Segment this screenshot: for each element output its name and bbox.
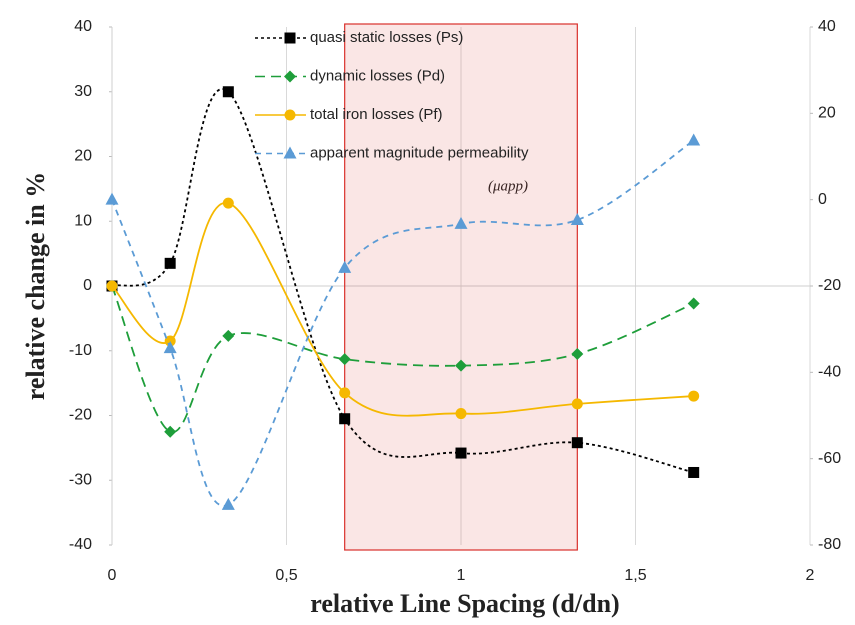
highlight-region [344, 23, 578, 551]
y2-tick-label: -40 [818, 364, 841, 381]
x-tick-label: 2 [806, 567, 815, 584]
data-point [338, 260, 352, 273]
legend-label: dynamic losses (Pd) [310, 67, 445, 84]
data-point [339, 413, 351, 425]
legend-marker [283, 146, 297, 159]
data-point [164, 425, 177, 438]
data-point [688, 390, 700, 402]
x-tick-label: 1,5 [624, 567, 646, 584]
y2-tick-label: -80 [818, 536, 841, 553]
legend-marker [284, 32, 296, 44]
data-point [339, 387, 351, 399]
data-point [164, 335, 176, 347]
y-tick-label: -20 [69, 407, 92, 424]
data-point [164, 257, 176, 269]
data-point [687, 133, 701, 146]
data-point [163, 341, 177, 354]
y-tick-label: 0 [83, 277, 92, 294]
data-point [571, 398, 583, 410]
x-tick-label: 0 [108, 567, 117, 584]
data-point [106, 280, 118, 292]
data-point [455, 447, 467, 459]
data-point [454, 216, 468, 229]
x-tick-label: 1 [457, 567, 466, 584]
legend-marker [284, 70, 296, 83]
plot-underlay [109, 26, 813, 546]
legend-label: apparent magnitude permeability [310, 144, 529, 161]
y2-tick-label: 20 [818, 105, 836, 122]
legend-annotation: (μapp) [488, 178, 528, 194]
y-tick-label: -30 [69, 471, 92, 488]
y-tick-label: 10 [74, 212, 92, 229]
data-point [221, 497, 235, 510]
data-point [688, 466, 700, 478]
data-point [105, 192, 119, 205]
data-point [571, 437, 583, 449]
data-point [338, 353, 351, 366]
data-point [455, 408, 467, 420]
x-axis-title: relative Line Spacing (d/dn) [310, 589, 619, 618]
y2-tick-label: 0 [818, 191, 827, 208]
y2-tick-label: -60 [818, 450, 841, 467]
y-tick-label: -10 [69, 342, 92, 359]
y2-tick-label: -20 [818, 277, 841, 294]
data-point [222, 197, 234, 209]
legend-label: quasi static losses (Ps) [310, 29, 463, 46]
data-point [222, 329, 235, 342]
legend-marker [284, 109, 296, 121]
series-line [111, 88, 694, 474]
y-axis-title: relative change in % [21, 172, 50, 400]
y-tick-label: -40 [69, 536, 92, 553]
y-tick-label: 40 [74, 18, 92, 35]
data-point [571, 347, 584, 360]
x-tick-label: 0,5 [275, 567, 297, 584]
legend-label: total iron losses (Pf) [310, 106, 443, 123]
y-tick-label: 30 [74, 83, 92, 100]
data-point [570, 212, 584, 225]
data-point [222, 86, 234, 98]
y-tick-label: 20 [74, 148, 92, 165]
y2-tick-label: 40 [818, 18, 836, 35]
data-point [687, 297, 700, 310]
data-point [455, 359, 467, 372]
